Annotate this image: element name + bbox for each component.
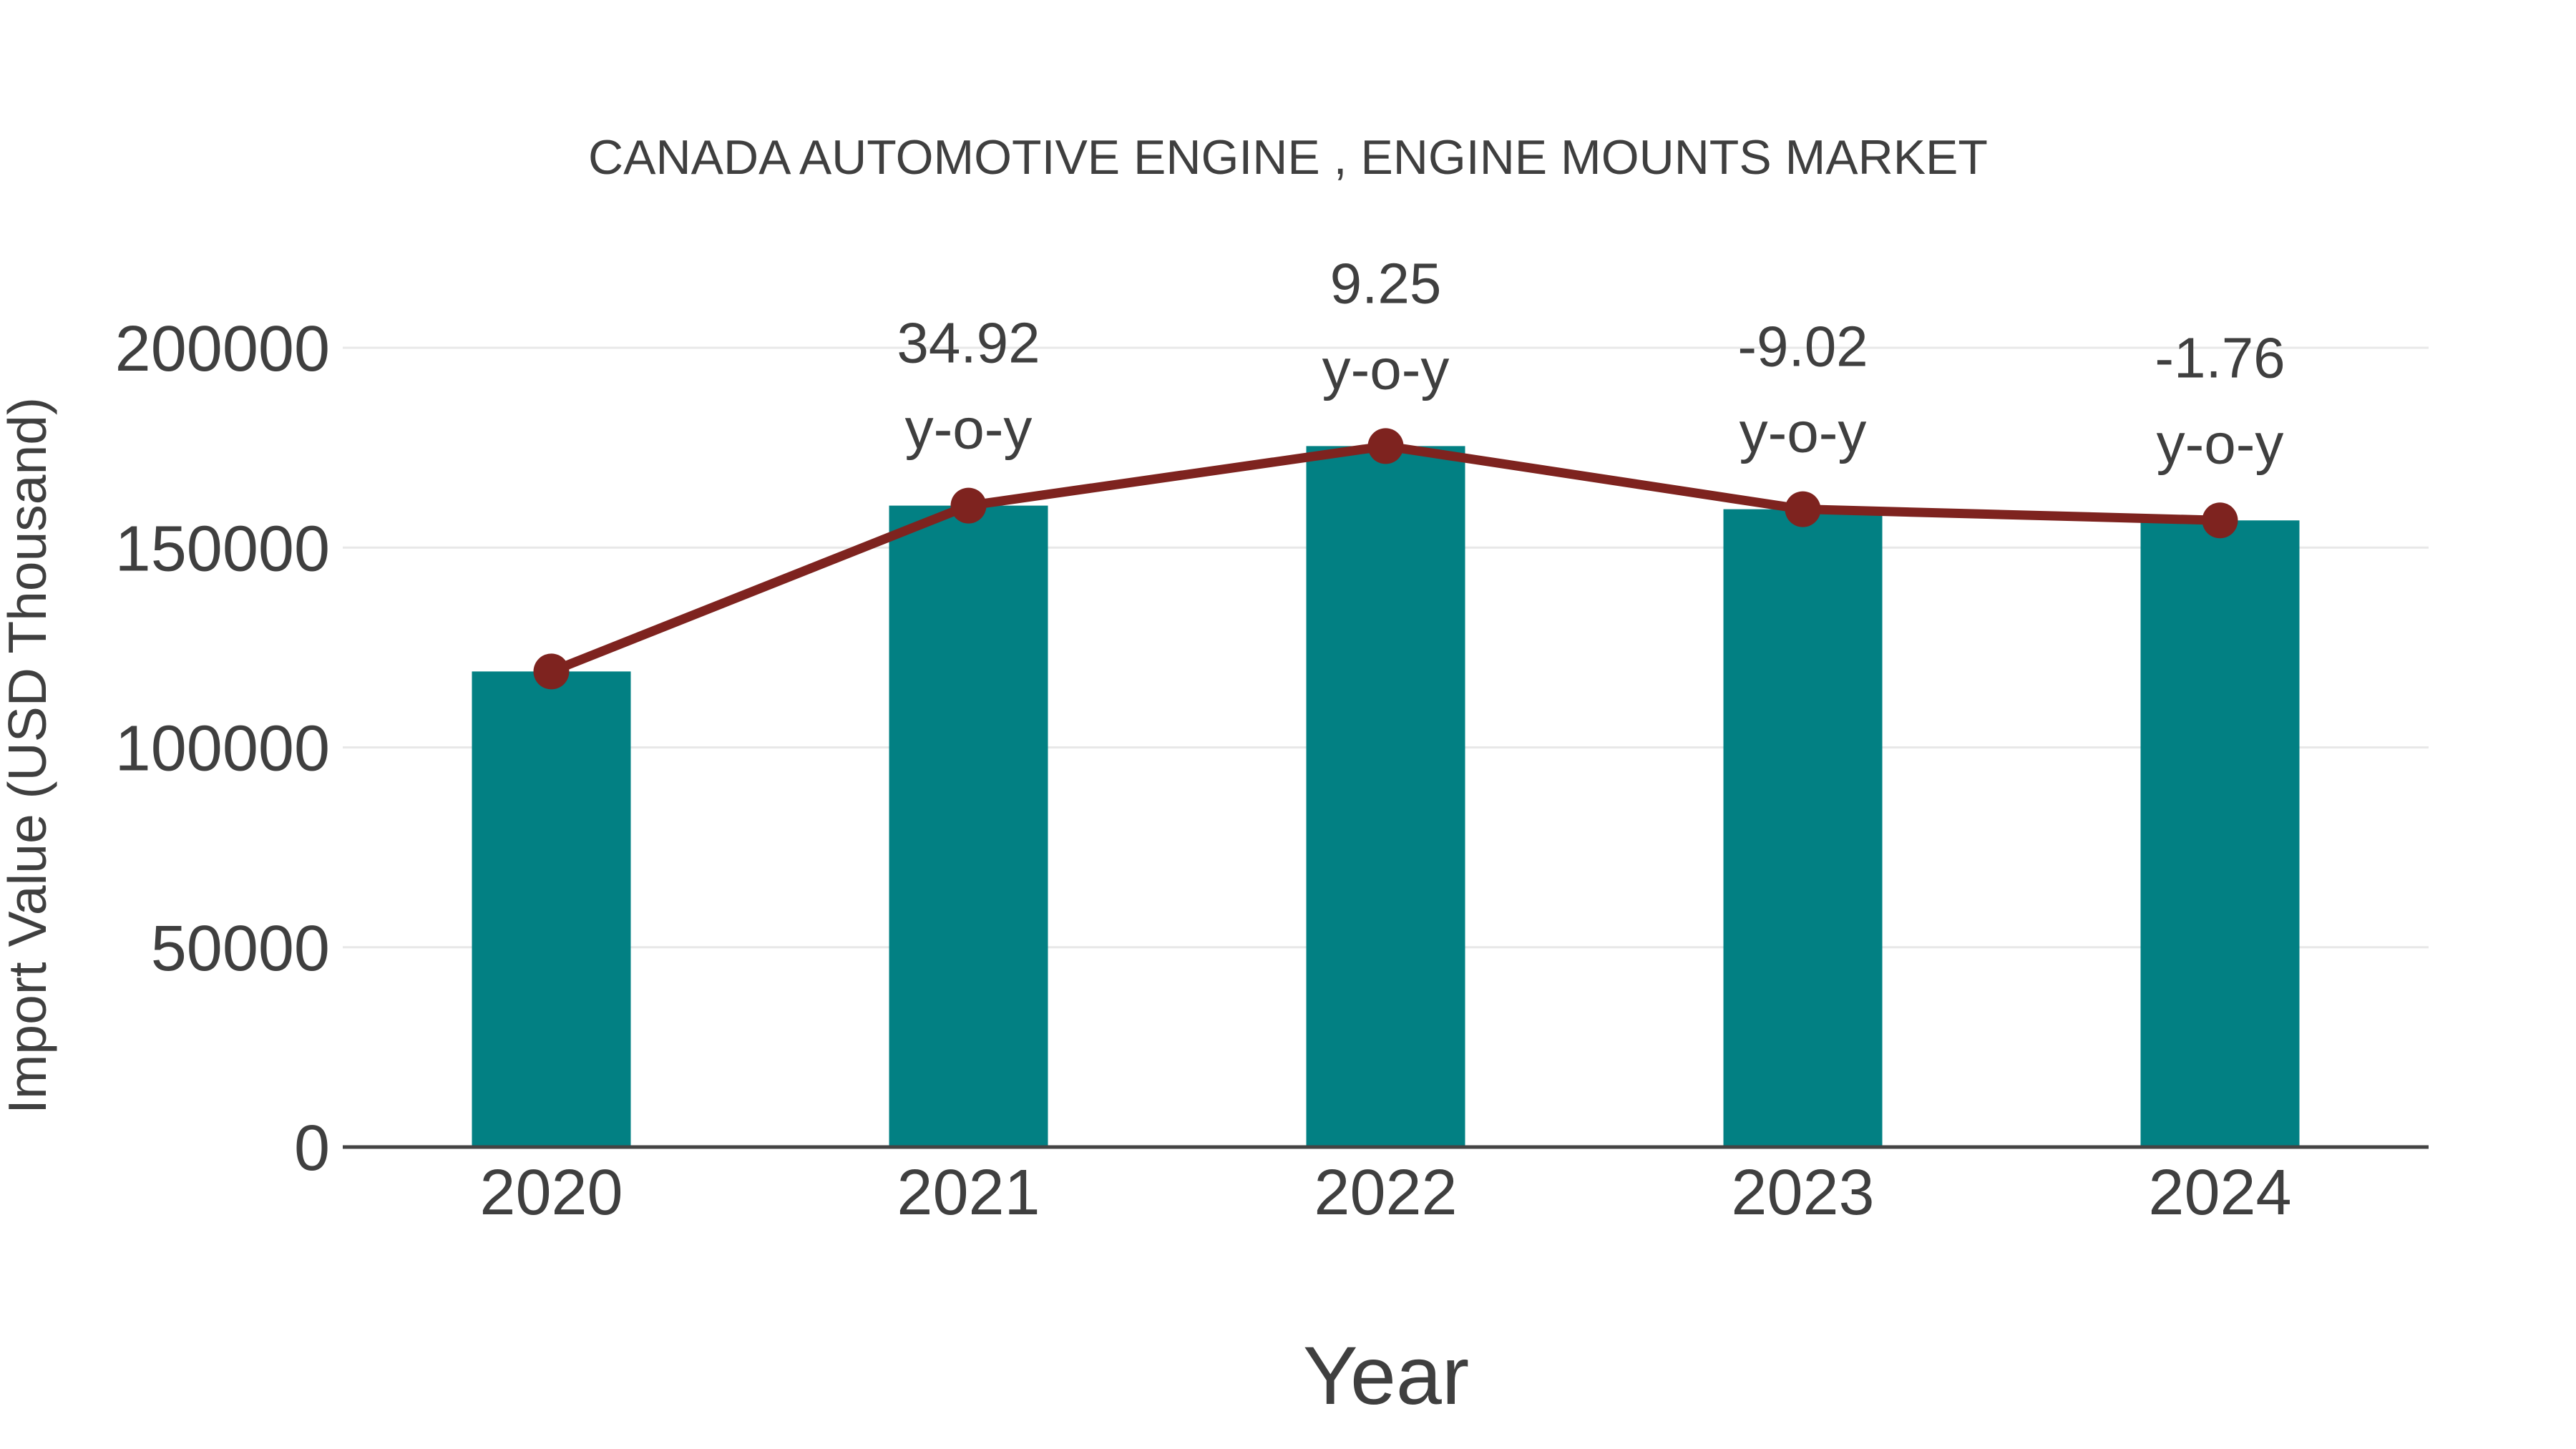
annotation-2021: 34.92 y-o-y (897, 311, 1040, 461)
x-axis-title: Year (1303, 1330, 1469, 1422)
x-axis-tick-labels: 2020 2021 2022 2023 2024 (479, 1157, 2291, 1229)
y-tick-label-100000: 100000 (115, 713, 330, 785)
y-axis-tick-labels: 0 50000 100000 150000 200000 (115, 313, 330, 1184)
x-tick-label-2024: 2024 (2148, 1157, 2291, 1229)
annotation-label-2023: y-o-y (1740, 401, 1867, 464)
chart-title: CANADA AUTOMOTIVE ENGINE , ENGINE MOUNTS… (588, 130, 1988, 185)
bar-2022 (1306, 446, 1465, 1147)
annotation-value-2021: 34.92 (897, 311, 1040, 375)
yoy-annotations: 34.92 y-o-y 9.25 y-o-y -9.02 y-o-y -1.76 y-o-y (897, 251, 2285, 475)
y-tick-label-0: 0 (294, 1113, 330, 1184)
trend-marker-2023 (1785, 491, 1821, 527)
trend-marker-2022 (1367, 428, 1404, 464)
y-tick-label-150000: 150000 (115, 513, 330, 585)
trend-marker-2020 (533, 653, 570, 690)
y-tick-label-200000: 200000 (115, 313, 330, 385)
bar-series (472, 446, 2300, 1147)
bar-2020 (472, 671, 631, 1147)
x-tick-label-2022: 2022 (1314, 1157, 1457, 1229)
bar-2021 (889, 505, 1048, 1147)
x-tick-label-2020: 2020 (479, 1157, 623, 1229)
trend-markers (533, 428, 2238, 690)
trend-marker-2021 (950, 487, 987, 524)
annotation-2022: 9.25 y-o-y (1322, 251, 1450, 401)
y-axis-title: Import Value (USD Thousand) (0, 397, 57, 1114)
bar-2023 (1723, 509, 1883, 1147)
annotation-value-2023: -9.02 (1737, 315, 1868, 379)
annotation-label-2021: y-o-y (905, 397, 1033, 461)
bar-2024 (2140, 520, 2300, 1147)
annotation-2024: -1.76 y-o-y (2155, 326, 2285, 475)
x-tick-label-2021: 2021 (897, 1157, 1040, 1229)
x-tick-label-2023: 2023 (1731, 1157, 1874, 1229)
annotation-label-2024: y-o-y (2157, 411, 2284, 475)
annotation-label-2022: y-o-y (1322, 337, 1450, 401)
trend-marker-2024 (2202, 502, 2238, 539)
annotation-value-2024: -1.76 (2155, 326, 2285, 389)
y-tick-label-50000: 50000 (151, 913, 330, 985)
annotation-2023: -9.02 y-o-y (1737, 315, 1868, 464)
annotation-value-2022: 9.25 (1330, 251, 1442, 315)
